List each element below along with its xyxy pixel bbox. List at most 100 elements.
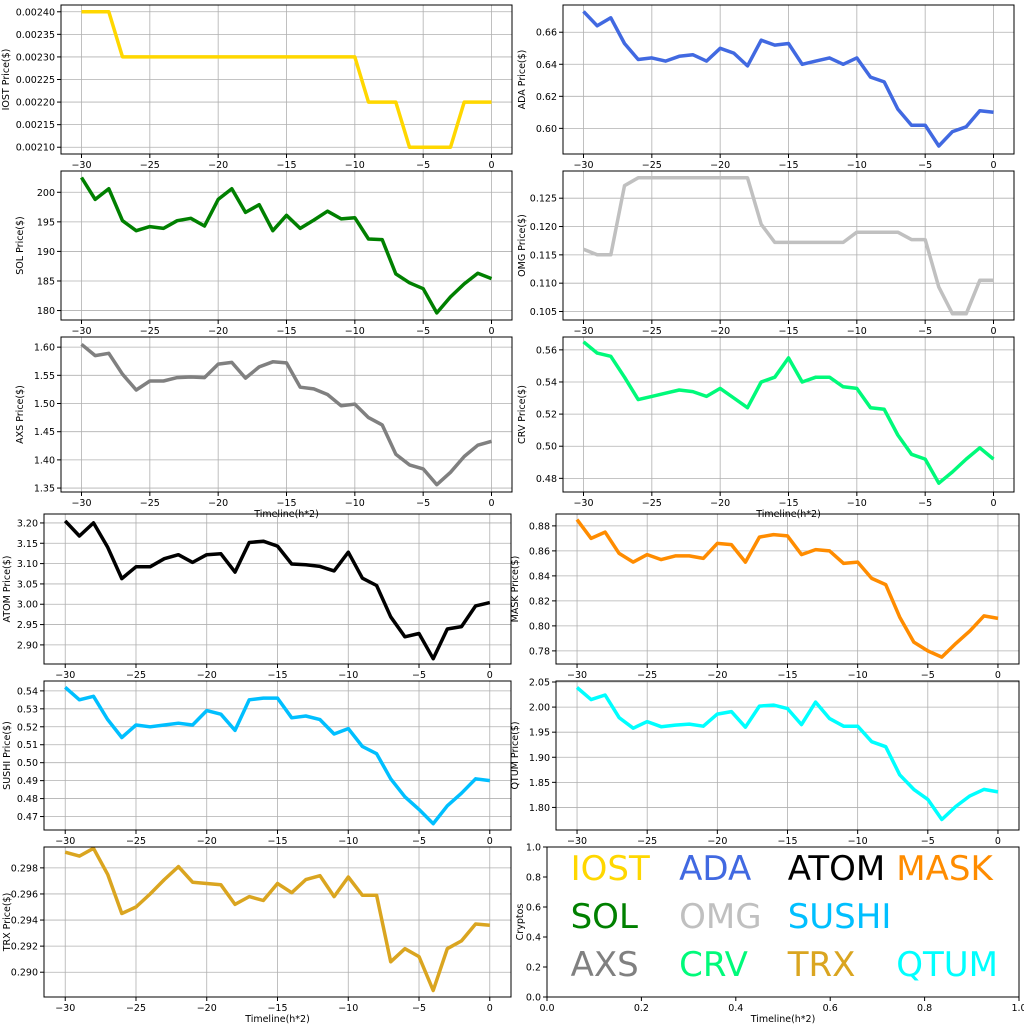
y-tick-label: 0.2: [526, 963, 541, 974]
series-line-trx: [64, 846, 490, 993]
panel-sushi: −30 −25 −20 −15 −10 −5 0 0.47 0.48 0.49 0.50 0.51 0.…: [2, 680, 512, 847]
x-tick-label: −5: [416, 326, 430, 337]
y-tick-label: 1.50: [34, 399, 55, 410]
x-tick-label: 0: [488, 160, 494, 171]
x-tick-label: −25: [126, 1003, 146, 1014]
y-tick-label: 0.294: [11, 916, 38, 927]
x-tick-label: −10: [338, 670, 358, 681]
y-tick-label: 0.120: [530, 222, 557, 233]
y-tick-label: 0.00215: [16, 120, 55, 131]
x-tick-label: −25: [126, 836, 146, 847]
x-tick-label: −20: [707, 836, 727, 847]
x-tick-label: −5: [412, 670, 426, 681]
x-tick-label: −15: [778, 326, 798, 337]
panel-ada: −30 −25 −20 −15 −10 −5 0 0.60 0.62 0.64 0.66 ADA Pr…: [517, 4, 1015, 171]
y-axis-label: TRX Price($): [2, 893, 13, 953]
y-tick-label: 0.48: [17, 794, 38, 805]
x-tick-label: 0: [487, 836, 493, 847]
y-tick-label: 0.88: [529, 521, 550, 532]
y-tick-label: 0.0: [526, 993, 541, 1004]
y-tick-label: 3.10: [17, 559, 38, 570]
y-tick-label: 0.54: [17, 686, 38, 697]
x-tick-label: −25: [642, 160, 662, 171]
x-tick-label: −20: [208, 160, 228, 171]
series-line-iost: [81, 10, 492, 149]
x-tick-label: 0.2: [634, 1003, 649, 1014]
y-tick-label: 0.66: [536, 28, 557, 39]
panel-trx: −30 −25 −20 −15 −10 −5 0 0.290 0.292 0.294 0.296 0.…: [2, 846, 512, 1024]
x-tick-label: −25: [637, 670, 657, 681]
y-tick-label: 1.60: [34, 343, 55, 354]
series-line-mask: [575, 518, 999, 659]
y-tick-label: 0.47: [17, 812, 38, 823]
y-tick-label: 0.292: [11, 942, 38, 953]
y-tick-label: 180: [37, 306, 55, 317]
x-tick-label: −10: [345, 160, 365, 171]
series-line-ada: [582, 10, 994, 148]
legend-label-trx: TRX: [787, 945, 856, 985]
x-tick-label: −10: [847, 160, 867, 171]
x-tick-label: 0.6: [823, 1003, 838, 1014]
x-tick-label: −30: [55, 1003, 75, 1014]
y-axis-label: ADA Price($): [517, 50, 528, 110]
y-axis-label: AXS Price($): [15, 385, 26, 444]
x-tick-label: −15: [267, 836, 287, 847]
y-tick-label: 0.105: [530, 307, 557, 318]
x-tick-label: −25: [140, 160, 160, 171]
y-tick-label: 2.05: [529, 678, 550, 689]
x-tick-label: −15: [778, 160, 798, 171]
x-tick-label: 0: [990, 160, 996, 171]
y-tick-label: 1.35: [34, 484, 55, 495]
x-tick-label: 0: [990, 498, 996, 509]
x-axis-label: Timeline(h*2): [244, 1014, 310, 1024]
x-tick-label: −30: [55, 670, 75, 681]
y-tick-label: 0.298: [11, 863, 38, 874]
x-tick-label: 0: [995, 670, 1001, 681]
x-tick-label: −5: [918, 326, 932, 337]
y-tick-label: 0.00230: [16, 52, 55, 63]
y-tick-label: 2.95: [17, 620, 38, 631]
y-tick-label: 195: [37, 217, 55, 228]
legend-label-sol: SOL: [571, 897, 638, 937]
series-line-crv: [582, 340, 995, 485]
x-tick-label: −10: [345, 326, 365, 337]
legend-label-atom: ATOM: [788, 849, 885, 889]
y-tick-label: 1.40: [34, 455, 55, 466]
y-tick-label: 0.84: [529, 571, 550, 582]
y-tick-label: 0.56: [536, 345, 557, 356]
y-tick-label: 0.82: [529, 596, 550, 607]
y-axis-label: MASK Price($): [510, 556, 521, 623]
panel-iost: −30 −25 −20 −15 −10 −5 0 0.00210 0.00215 0.00220 0…: [1, 4, 513, 171]
y-tick-label: 1.55: [34, 371, 55, 382]
y-tick-label: 0.53: [17, 704, 38, 715]
y-tick-label: 0.52: [17, 722, 38, 733]
x-tick-label: −10: [338, 836, 358, 847]
y-tick-label: 0.00220: [16, 98, 55, 109]
series-line-atom: [63, 519, 491, 661]
x-tick-label: 0: [990, 326, 996, 337]
x-tick-label: −15: [276, 498, 296, 509]
x-tick-label: 1.0: [1011, 1003, 1024, 1014]
y-tick-label: 190: [37, 247, 55, 258]
x-tick-label: 0: [995, 836, 1001, 847]
y-tick-label: 0.54: [536, 377, 557, 388]
legend-label-iost: IOST: [571, 849, 650, 889]
series-line-omg: [582, 176, 994, 316]
y-axis-label: Cryptos: [515, 904, 526, 941]
x-tick-label: 0: [488, 498, 494, 509]
y-axis-label: QTUM Price($): [510, 721, 521, 789]
y-tick-label: 0.00235: [16, 30, 55, 41]
y-tick-label: 0.52: [536, 410, 557, 421]
y-tick-label: 0.00240: [16, 7, 55, 18]
x-tick-label: −10: [847, 498, 867, 509]
y-tick-label: 0.78: [529, 646, 550, 657]
x-tick-label: −10: [345, 498, 365, 509]
y-tick-label: 1.80: [529, 803, 550, 814]
x-tick-label: −20: [208, 326, 228, 337]
x-tick-label: −20: [197, 1003, 217, 1014]
x-tick-label: 0.8: [917, 1003, 932, 1014]
series-line-axs: [80, 342, 492, 487]
y-tick-label: 0.50: [536, 442, 557, 453]
y-tick-label: 3.20: [17, 518, 38, 529]
x-tick-label: −5: [918, 160, 932, 171]
